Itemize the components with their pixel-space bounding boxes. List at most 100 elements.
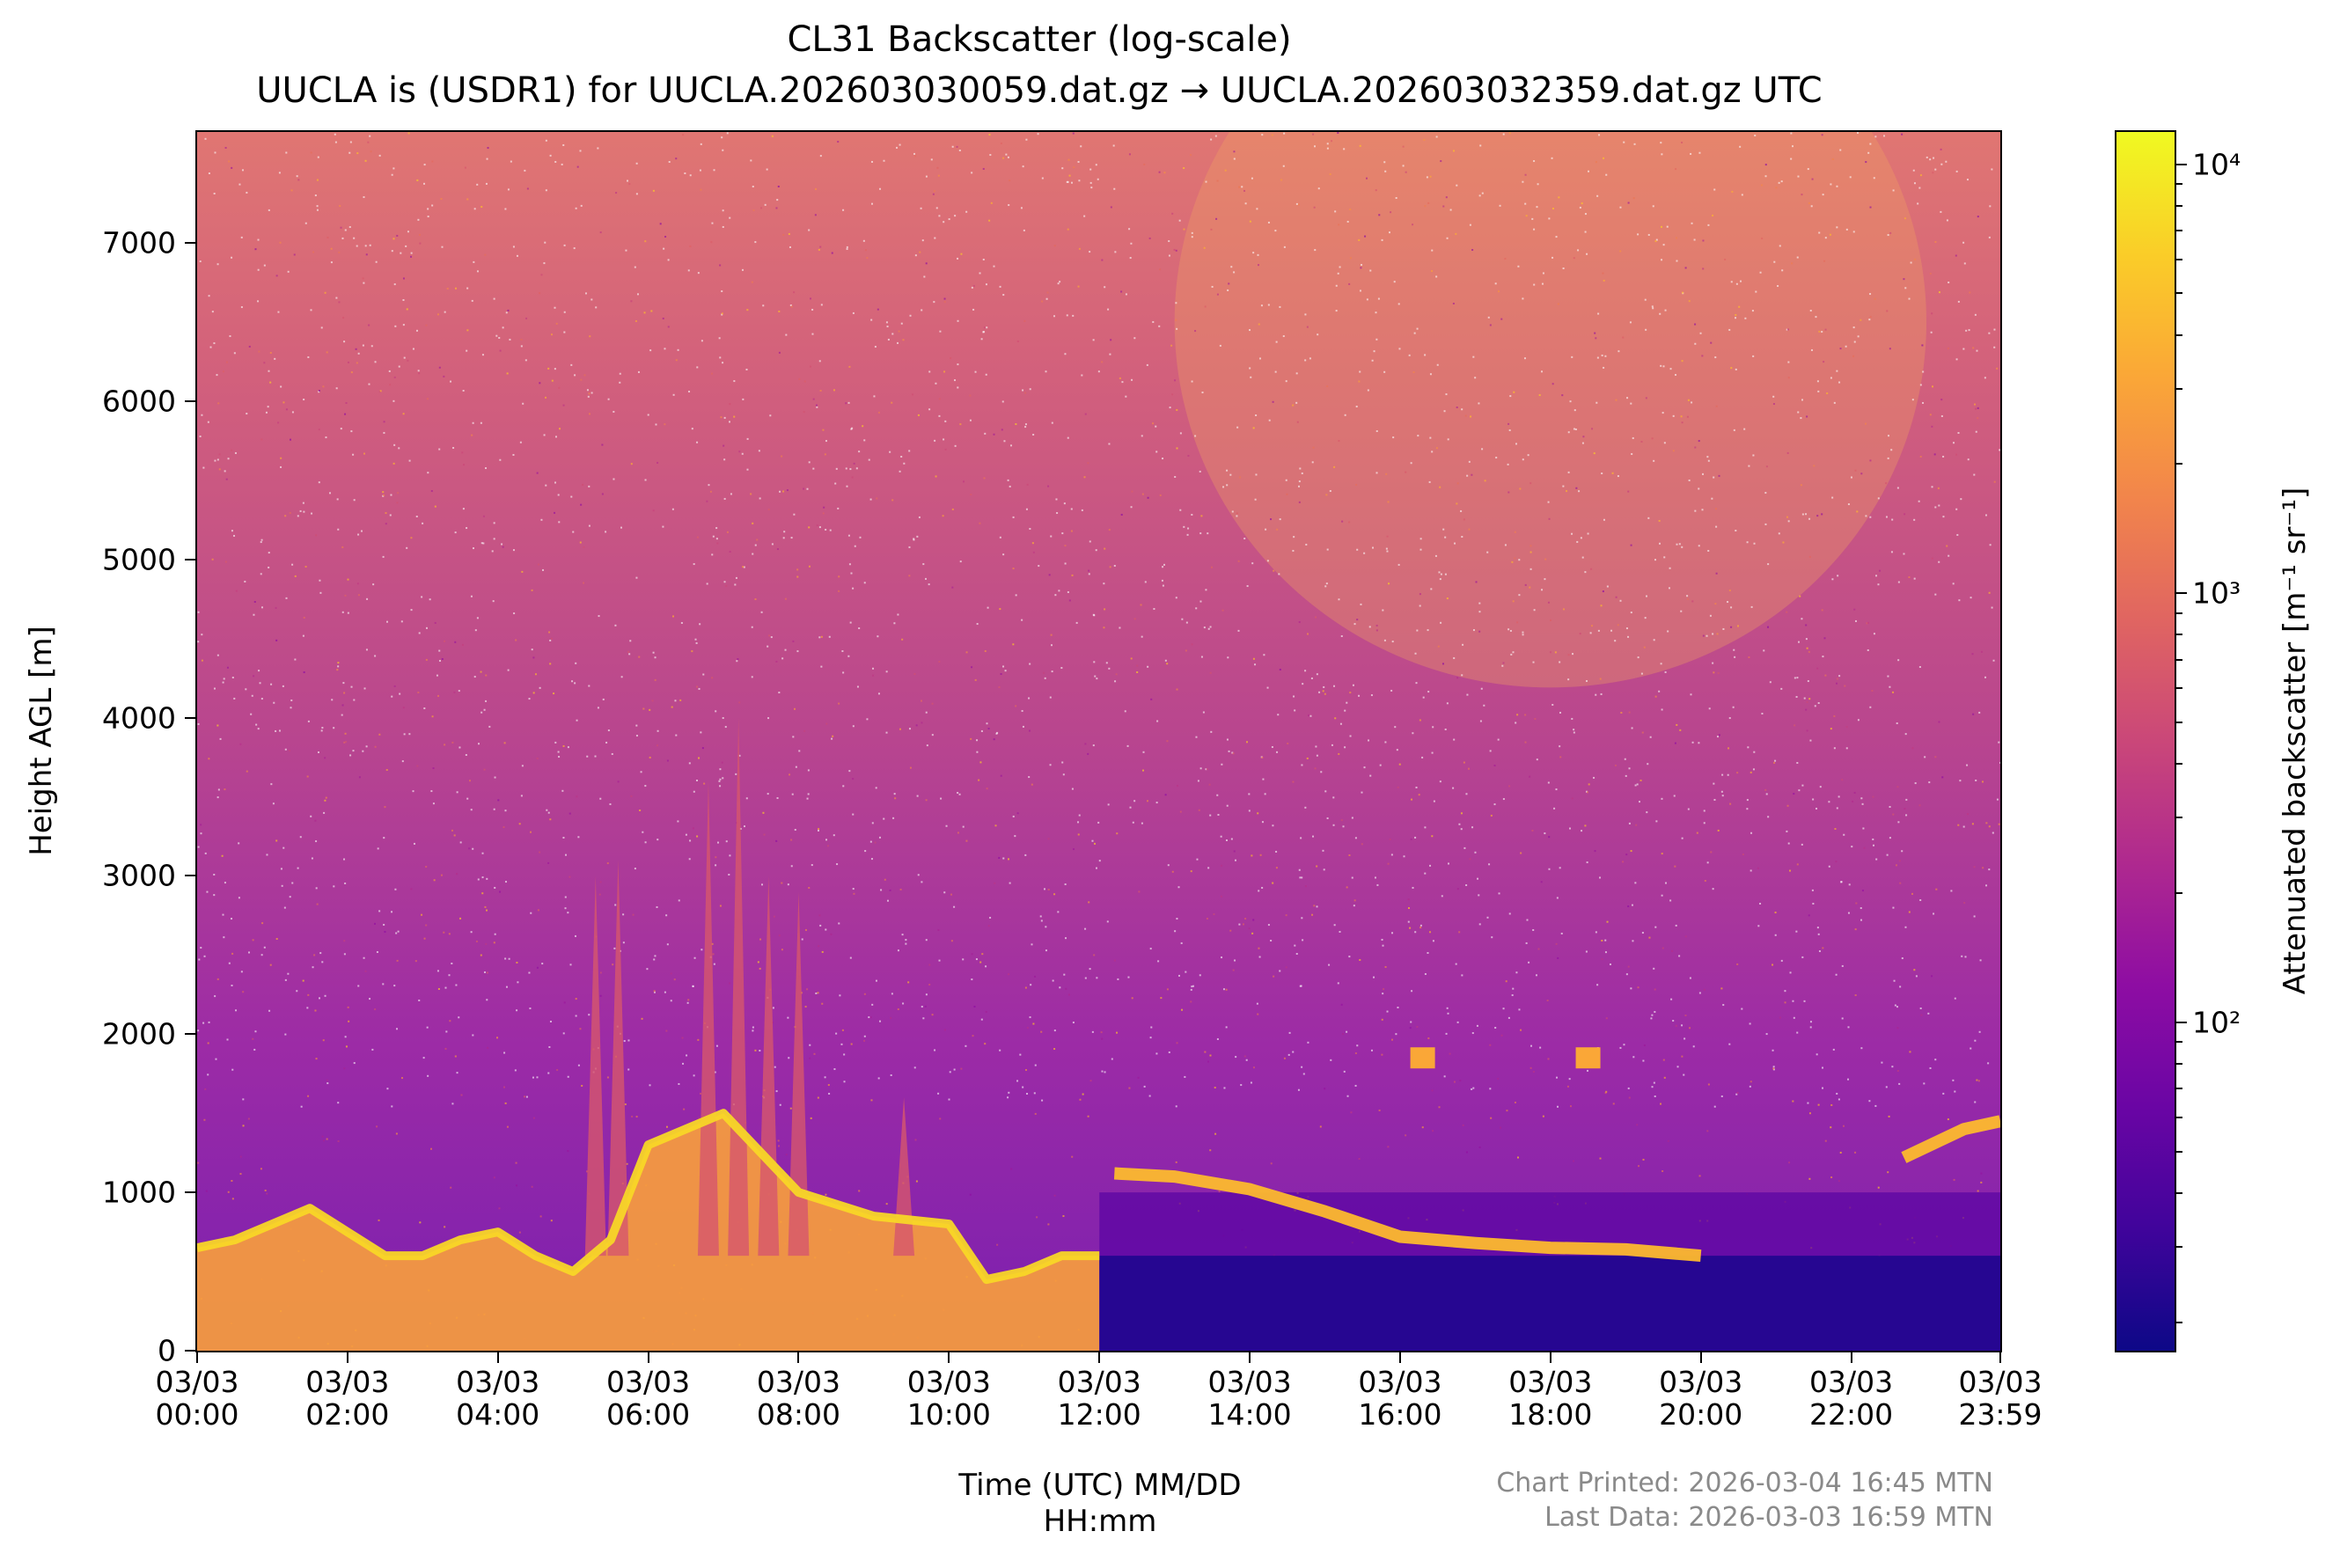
noise-speck (1034, 1064, 1037, 1066)
noise-speck-color (1628, 711, 1631, 714)
colorbar-minor-tick (2176, 1191, 2182, 1194)
noise-speck-color (1590, 568, 1593, 570)
noise-speck (767, 793, 769, 795)
noise-speck-color (451, 741, 454, 744)
noise-speck (1305, 543, 1308, 546)
noise-speck (729, 854, 731, 857)
noise-speck (913, 538, 915, 540)
noise-speck (1551, 704, 1554, 707)
noise-speck (1847, 503, 1850, 506)
noise-speck (1869, 516, 1872, 518)
noise-speck (206, 890, 209, 893)
noise-speck-color (1497, 1077, 1500, 1080)
noise-speck (607, 398, 610, 400)
noise-speck (734, 583, 737, 586)
noise-speck-color (275, 275, 278, 277)
noise-speck (393, 443, 396, 446)
noise-speck (870, 319, 873, 321)
noise-speck (349, 141, 352, 143)
noise-speck (1664, 670, 1667, 673)
noise-speck (1660, 364, 1662, 367)
noise-speck (431, 204, 434, 207)
noise-speck (1845, 228, 1848, 231)
noise-speck-color (1977, 417, 1979, 420)
noise-speck-color (396, 502, 399, 504)
noise-speck (1453, 656, 1456, 659)
noise-speck (1348, 956, 1351, 958)
noise-speck (1676, 543, 1678, 546)
noise-speck (231, 1068, 234, 1071)
noise-speck-color (551, 379, 554, 382)
noise-speck (341, 714, 343, 716)
noise-speck (1255, 473, 1258, 476)
noise-speck (917, 874, 920, 876)
noise-speck (1174, 475, 1177, 478)
noise-speck-color (558, 386, 561, 389)
noise-speck (348, 226, 351, 229)
noise-speck-color (1468, 767, 1471, 770)
noise-speck-color (1638, 1165, 1640, 1168)
noise-speck (738, 754, 741, 757)
noise-speck-color (851, 476, 854, 479)
noise-speck-color (757, 961, 759, 964)
noise-speck-color (1974, 403, 1977, 406)
noise-speck-color (516, 1184, 518, 1187)
noise-speck (1502, 798, 1505, 801)
noise-speck-color (1757, 867, 1759, 869)
noise-speck-color (984, 650, 987, 653)
noise-speck (290, 707, 292, 709)
noise-speck-color (1872, 795, 1874, 798)
noise-speck-color (664, 423, 666, 426)
noise-speck-color (1821, 609, 1823, 612)
colorbar-tick-label: 10⁴ (2192, 147, 2241, 182)
noise-speck (1807, 168, 1809, 171)
noise-speck-color (1674, 865, 1676, 868)
noise-speck (1202, 711, 1205, 714)
noise-speck (688, 858, 691, 861)
noise-speck (1645, 328, 1647, 331)
noise-speck (1630, 402, 1632, 405)
noise-speck-color (1459, 1080, 1462, 1082)
noise-speck (982, 331, 985, 333)
noise-speck-color (778, 310, 781, 312)
noise-speck-color (972, 1035, 974, 1037)
noise-speck (1397, 303, 1400, 305)
noise-speck (364, 245, 367, 247)
noise-speck (1002, 857, 1005, 860)
noise-speck (1312, 835, 1315, 838)
noise-speck (806, 797, 809, 800)
noise-speck (1544, 578, 1546, 581)
noise-speck-color (310, 151, 312, 154)
noise-speck-color (1047, 1223, 1050, 1226)
noise-speck (1301, 876, 1303, 879)
noise-speck (1881, 1061, 1883, 1064)
noise-speck-color (444, 1226, 446, 1228)
noise-speck (834, 482, 837, 485)
noise-speck (999, 285, 1001, 288)
noise-speck (268, 1009, 271, 1012)
noise-speck (280, 868, 282, 870)
noise-speck (1155, 1052, 1158, 1055)
noise-speck (1298, 480, 1301, 483)
noise-speck (1772, 1066, 1775, 1068)
noise-speck-color (1567, 654, 1570, 656)
noise-speck (1106, 920, 1109, 923)
noise-speck-color (1985, 822, 1988, 824)
noise-speck (342, 682, 345, 685)
noise-speck-color (1215, 217, 1218, 220)
noise-speck (207, 1073, 209, 1076)
noise-speck (1045, 370, 1047, 373)
noise-speck-color (1475, 581, 1478, 583)
x-tick-label: 03/03 08:00 (757, 1366, 840, 1432)
noise-speck (1429, 373, 1432, 376)
noise-speck (1395, 196, 1397, 199)
noise-speck-color (1136, 664, 1139, 667)
noise-speck-color (631, 1115, 634, 1117)
noise-speck (486, 999, 488, 1001)
noise-speck-color (639, 809, 642, 811)
noise-speck (493, 297, 495, 300)
noise-speck-color (682, 134, 685, 136)
noise-speck-color (392, 238, 395, 240)
noise-speck (254, 1030, 257, 1033)
noise-speck (939, 330, 942, 333)
